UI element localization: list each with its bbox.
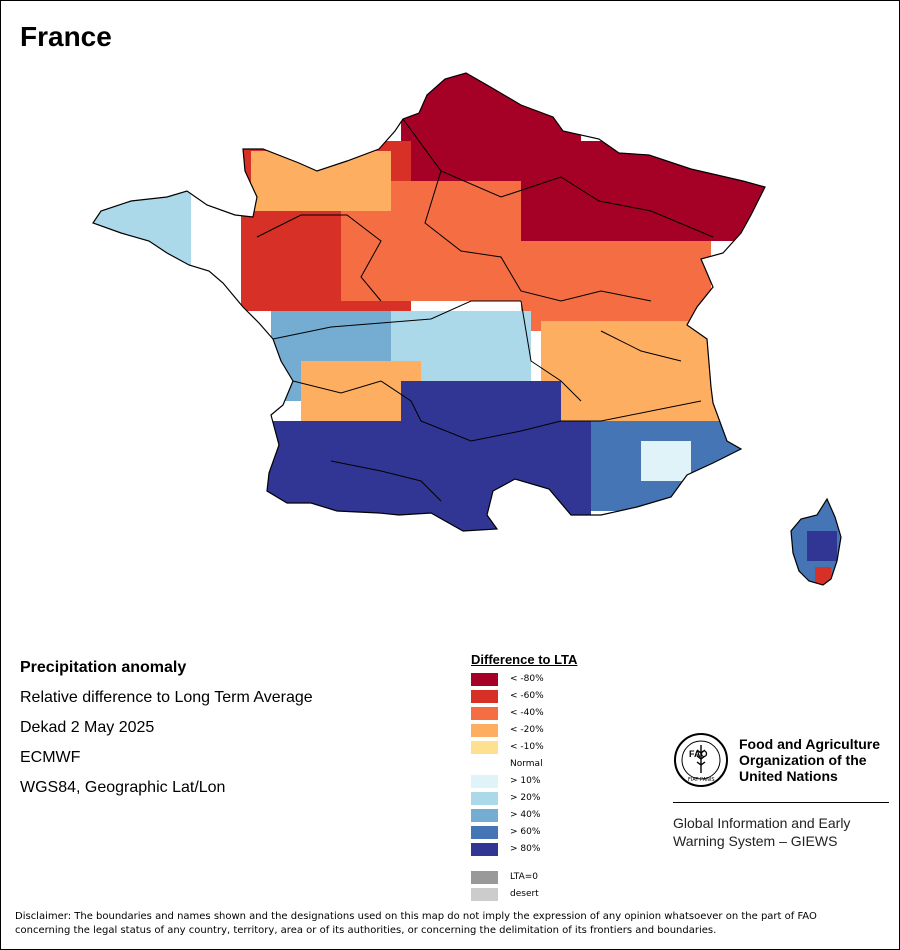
- legend-item-gt40: > 40%: [471, 808, 540, 822]
- legend-label-normal: Normal: [510, 759, 543, 769]
- legend-swatch: [471, 672, 498, 686]
- legend-swatch: [471, 825, 498, 839]
- legend-item-gt80: > 80%: [471, 842, 540, 856]
- info-product: Precipitation anomaly: [20, 659, 187, 676]
- fao-name-line-3: United Nations: [739, 768, 838, 784]
- legend-swatch: [471, 870, 498, 884]
- zone-alps-moderate: [541, 321, 721, 421]
- legend-label: < -20%: [510, 725, 544, 735]
- legend-item-lt10: < -10%: [471, 740, 544, 754]
- anomaly-grid: [93, 73, 765, 531]
- legend-label: < -10%: [510, 742, 544, 752]
- map-title: France: [20, 21, 112, 52]
- legend-item-lta0: LTA=0: [471, 870, 538, 884]
- giews-line-1: Global Information and Early: [673, 815, 851, 831]
- legend-swatch: [471, 791, 498, 805]
- legend-swatch: [471, 842, 498, 856]
- giews-line-2: Warning System – GIEWS: [673, 833, 838, 849]
- disclaimer: Disclaimer: The boundaries and names sho…: [15, 910, 887, 938]
- legend-swatch: [471, 706, 498, 720]
- legend-item-lt20: < -20%: [471, 723, 544, 737]
- zone-east-dry: [521, 241, 711, 331]
- legend-swatch: [471, 808, 498, 822]
- legend-swatch: [471, 887, 498, 901]
- legend-item-lt80: < -80%: [471, 672, 544, 686]
- zone-normandy-moderate: [251, 151, 391, 211]
- map-info: Precipitation anomaly Relative differenc…: [20, 657, 313, 807]
- legend-label: > 10%: [510, 776, 541, 786]
- fao-emblem-icon: FAO FIAT PANIS: [674, 733, 728, 787]
- divider: [673, 802, 889, 803]
- legend-item-gt20: > 20%: [471, 791, 540, 805]
- legend-item-gt60: > 60%: [471, 825, 540, 839]
- legend-swatch: [471, 774, 498, 788]
- info-period: Dekad 2 May 2025: [20, 719, 155, 736]
- zone-northeast-very-dry: [501, 141, 765, 241]
- disclaimer-line-1: Disclaimer: The boundaries and names sho…: [15, 911, 817, 922]
- zone-brittany-wet: [93, 191, 191, 271]
- legend-label: > 60%: [510, 827, 541, 837]
- legend: Difference to LTA < -80% < -60% < -40% <…: [471, 652, 578, 901]
- info-source: ECMWF: [20, 749, 81, 766]
- precipitation-map: [92, 72, 842, 586]
- disclaimer-line-2: concerning the legal status of any count…: [15, 925, 717, 936]
- legend-label: < -80%: [510, 674, 544, 684]
- legend-swatch: [471, 740, 498, 754]
- legend-label: < -40%: [510, 708, 544, 718]
- info-description: Relative difference to Long Term Average: [20, 689, 313, 706]
- legend-swatch: [471, 689, 498, 703]
- fao-logo-motto: FIAT PANIS: [688, 777, 715, 783]
- legend-swatch: [471, 723, 498, 737]
- legend-label: LTA=0: [510, 872, 538, 882]
- fao-organization-name: Food and Agriculture Organization of the…: [739, 736, 889, 784]
- legend-item-desert: desert: [471, 887, 539, 901]
- legend-label: desert: [510, 889, 539, 899]
- info-projection: WGS84, Geographic Lat/Lon: [20, 779, 226, 796]
- legend-label: < -60%: [510, 691, 544, 701]
- legend-title: Difference to LTA: [471, 652, 578, 667]
- giews-name: Global Information and Early Warning Sys…: [673, 814, 889, 850]
- legend-item-lt40: < -40%: [471, 706, 544, 720]
- legend-label: > 80%: [510, 844, 541, 854]
- legend-item-lt60: < -60%: [471, 689, 544, 703]
- zone-provence-light-wet: [641, 441, 691, 481]
- legend-item-gt10: > 10%: [471, 774, 540, 788]
- fao-name-line-2: Organization of the: [739, 752, 867, 768]
- zone-massif-very-wet: [401, 381, 561, 531]
- fao-logo-text: FAO: [689, 749, 708, 759]
- legend-label: > 20%: [510, 793, 541, 803]
- fao-name-line-1: Food and Agriculture: [739, 736, 881, 752]
- legend-label: > 40%: [510, 810, 541, 820]
- region-boundaries: [256, 118, 714, 502]
- corsica: [790, 498, 842, 586]
